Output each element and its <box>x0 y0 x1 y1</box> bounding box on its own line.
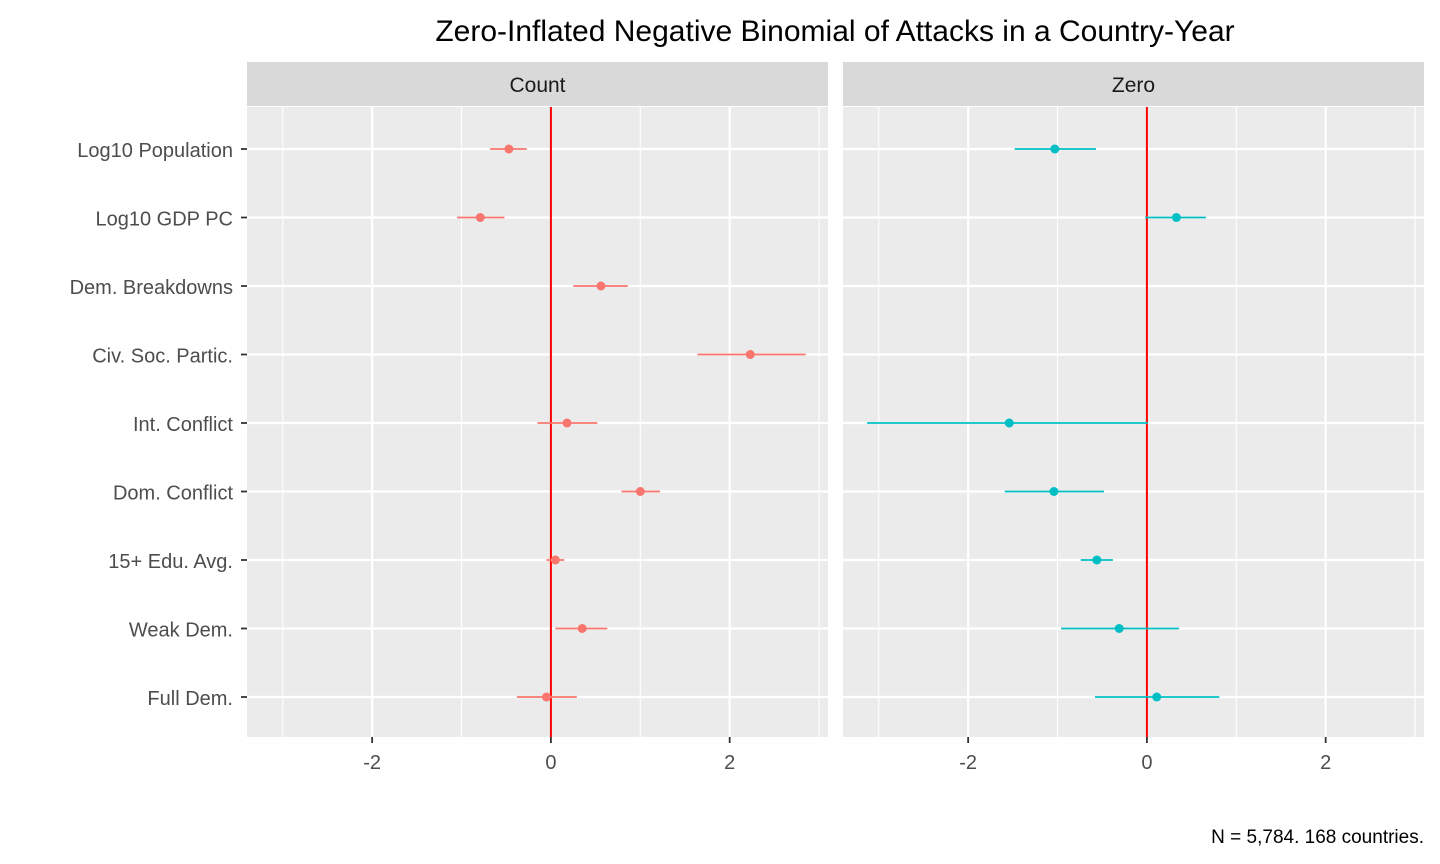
data-point <box>541 692 551 702</box>
facet-strip-label: Count <box>509 74 565 97</box>
y-tick-label: Int. Conflict <box>133 414 233 436</box>
panel-count: Count -2 0 2 <box>247 62 828 774</box>
x-tick-label: -2 <box>959 752 977 774</box>
y-tick-label: Civ. Soc. Partic. <box>92 346 233 368</box>
y-tick-label: Full Dem. <box>147 688 233 710</box>
panel-zero: Zero -2 0 2 <box>843 62 1424 774</box>
y-tick-label: Log10 Population <box>77 140 233 162</box>
panels-group: Count -2 0 2 Zero -2 0 2 <box>247 62 1424 774</box>
data-point <box>577 624 587 633</box>
data-point <box>1049 487 1059 496</box>
data-point <box>1114 624 1124 633</box>
data-point <box>475 213 485 222</box>
facet-strip <box>843 62 1424 106</box>
y-tick-label: Log10 GDP PC <box>96 209 234 231</box>
data-point <box>1050 144 1060 154</box>
y-tick-label: Weak Dem. <box>129 620 233 642</box>
data-point <box>635 487 645 496</box>
data-point <box>550 555 560 565</box>
data-point <box>745 350 755 359</box>
chart-title: Zero-Inflated Negative Binomial of Attac… <box>435 15 1234 48</box>
data-point <box>1171 213 1181 222</box>
data-point <box>504 144 514 154</box>
facet-strip <box>247 62 828 106</box>
x-tick-label: 2 <box>1320 752 1331 774</box>
data-point <box>596 281 606 291</box>
y-axis: Log10 Population Log10 GDP PC Dem. Breakdo… <box>70 140 247 710</box>
y-tick-label: Dem. Breakdowns <box>70 277 233 299</box>
data-point <box>562 418 572 428</box>
y-tick-label: Dom. Conflict <box>113 483 233 505</box>
facet-strip-label: Zero <box>1112 74 1155 97</box>
x-tick-label: -2 <box>363 752 381 774</box>
data-point <box>1092 555 1102 565</box>
x-tick-label: 0 <box>545 752 556 774</box>
data-point <box>1004 418 1014 428</box>
x-tick-label: 2 <box>724 752 735 774</box>
chart-caption: N = 5,784. 168 countries. <box>1211 827 1424 848</box>
data-point <box>1152 692 1162 702</box>
x-tick-label: 0 <box>1141 752 1152 774</box>
y-tick-label: 15+ Edu. Avg. <box>108 551 233 573</box>
